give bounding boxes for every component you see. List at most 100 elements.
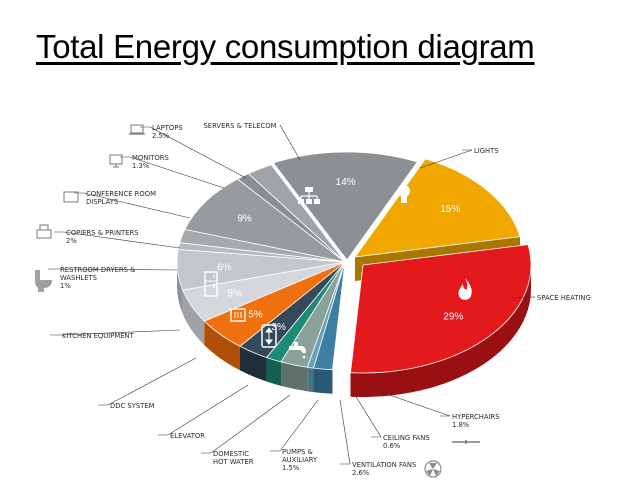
slice-labels: SERVERS & TELECOM LIGHTS SPACE HEATING HYPE… <box>60 122 591 477</box>
leader-line-13 <box>74 192 191 219</box>
leader-line-10 <box>50 329 181 336</box>
toilet-icon <box>35 270 52 292</box>
leader-line-9 <box>98 357 197 406</box>
leader-line-14 <box>120 156 225 189</box>
slice-label-line: DISPLAYS <box>86 198 118 206</box>
slice-value-labels: 14% 15% 29% 3% 5% 5% 6% 9% <box>217 177 463 333</box>
slice-label-line: 2.5% <box>152 132 170 140</box>
slice-label-line: HYPERCHAIRS <box>452 413 500 421</box>
leader-lines <box>48 124 536 465</box>
slice-label-10: KITCHEN EQUIPMENT <box>62 332 135 340</box>
pie-side-4 <box>307 367 314 393</box>
pie-side-3 <box>313 368 333 394</box>
slice-label-line: LIGHTS <box>474 147 499 155</box>
slice-value-1: 15% <box>440 204 460 215</box>
slice-label-line: 2.6% <box>352 469 370 477</box>
leader-line-11 <box>48 268 179 271</box>
slice-label-6: PUMPS & AUXILIARY 1.5% <box>282 448 318 472</box>
leader-line-3 <box>374 389 451 417</box>
slice-label-line: 1.8% <box>452 421 470 429</box>
leader-line-1 <box>419 149 473 169</box>
slice-icons <box>35 124 480 478</box>
control-panel-icon <box>230 308 246 322</box>
slice-value-0: 14% <box>336 177 356 188</box>
leader-line-7 <box>201 394 291 454</box>
chart-title: Total Energy consumption diagram <box>36 28 535 65</box>
slice-label-13: CONFERENCE ROOM DISPLAYS <box>86 190 156 206</box>
leader-line-5 <box>339 399 351 465</box>
slice-label-12: COPIERS & PRINTERS 2% <box>66 229 139 245</box>
slice-label-line: SERVERS & TELECOM <box>203 122 276 130</box>
slice-label-3: HYPERCHAIRS 1.8% <box>452 413 500 429</box>
slice-label-line: DOMESTIC <box>213 450 249 458</box>
slice-label-line: WASHLETS <box>60 274 97 282</box>
slice-label-4: CEILING FANS 0.6% <box>383 434 430 450</box>
slice-value-2: 29% <box>443 312 463 323</box>
pie-slice-2 <box>350 244 532 374</box>
leader-line-0 <box>279 124 301 161</box>
slice-value-9: 5% <box>227 289 242 300</box>
pie-side-8 <box>204 321 240 371</box>
leader-line-6 <box>270 399 319 452</box>
slice-label-line: ELEVATOR <box>170 432 205 440</box>
slice-label-line: 1.5% <box>282 464 300 472</box>
slice-label-line: KITCHEN EQUIPMENT <box>62 332 135 340</box>
pie-slice-15 <box>247 164 346 263</box>
slice-label-line: RESTROOM DRYERS & <box>60 266 136 274</box>
pie-slice-0 <box>272 151 419 261</box>
slice-value-13: 9% <box>237 214 252 225</box>
slice-label-line: 2% <box>66 237 77 245</box>
refrigerator-icon <box>204 271 218 297</box>
slice-label-7: DOMESTIC HOT WATER <box>213 450 254 466</box>
network-icon <box>298 187 320 204</box>
pie-side-6 <box>266 357 281 386</box>
slice-label-line: SPACE HEATING <box>537 294 591 302</box>
slice-label-8: ELEVATOR <box>170 432 205 440</box>
slice-label-0: SERVERS & TELECOM <box>203 122 276 130</box>
slice-label-5: VENTILATION FANS 2.6% <box>352 461 416 477</box>
slice-label-line: HOT WATER <box>213 458 254 466</box>
laptop-icon <box>129 124 145 135</box>
slice-label-line: LAPTOPS <box>152 124 183 132</box>
slice-value-8: 5% <box>248 309 263 320</box>
leader-line-2 <box>509 296 536 299</box>
slice-value-7: 3% <box>271 322 286 333</box>
pie-side-10 <box>177 262 183 315</box>
pie-side-7 <box>239 346 267 382</box>
slice-label-11: RESTROOM DRYERS & WASHLETS 1% <box>60 266 136 290</box>
slice-label-line: PUMPS & <box>282 448 314 456</box>
ventilation-fan-icon <box>424 460 442 478</box>
pie-side-5 <box>280 361 308 392</box>
pie-side-2 <box>350 265 531 397</box>
display-icon <box>63 191 79 203</box>
leader-line-8 <box>158 384 249 436</box>
pie-slice-13 <box>184 178 346 263</box>
elevator-icon <box>261 324 277 348</box>
slice-label-line: 1% <box>60 282 71 290</box>
slice-label-14: MONITORS 1.3% <box>132 154 169 170</box>
slice-label-1: LIGHTS <box>474 147 499 155</box>
slice-label-15: LAPTOPS 2.5% <box>152 124 183 140</box>
slice-label-line: 1.3% <box>132 162 150 170</box>
slice-label-line: AUXILIARY <box>282 456 318 464</box>
monitor-icon <box>109 154 123 168</box>
slice-label-line: 0.6% <box>383 442 401 450</box>
faucet-icon <box>289 342 306 359</box>
slice-label-line: VENTILATION FANS <box>352 461 416 469</box>
slice-label-line: MONITORS <box>132 154 169 162</box>
pie-top-layer <box>176 151 532 374</box>
ceiling-fan-icon <box>452 440 480 444</box>
slice-label-line: CEILING FANS <box>383 434 430 442</box>
printer-icon <box>36 224 52 239</box>
flame-icon <box>458 278 472 300</box>
slice-label-line: DDC SYSTEM <box>110 402 155 410</box>
leader-line-4 <box>354 394 382 438</box>
slice-value-10: 6% <box>217 263 232 274</box>
leader-line-12 <box>54 231 181 249</box>
light-bulb-icon <box>398 185 410 203</box>
slice-label-9: DDC SYSTEM <box>110 402 155 410</box>
slice-label-2: SPACE HEATING <box>537 294 591 302</box>
slice-label-line: CONFERENCE ROOM <box>86 190 156 198</box>
slice-label-line: COPIERS & PRINTERS <box>66 229 139 237</box>
